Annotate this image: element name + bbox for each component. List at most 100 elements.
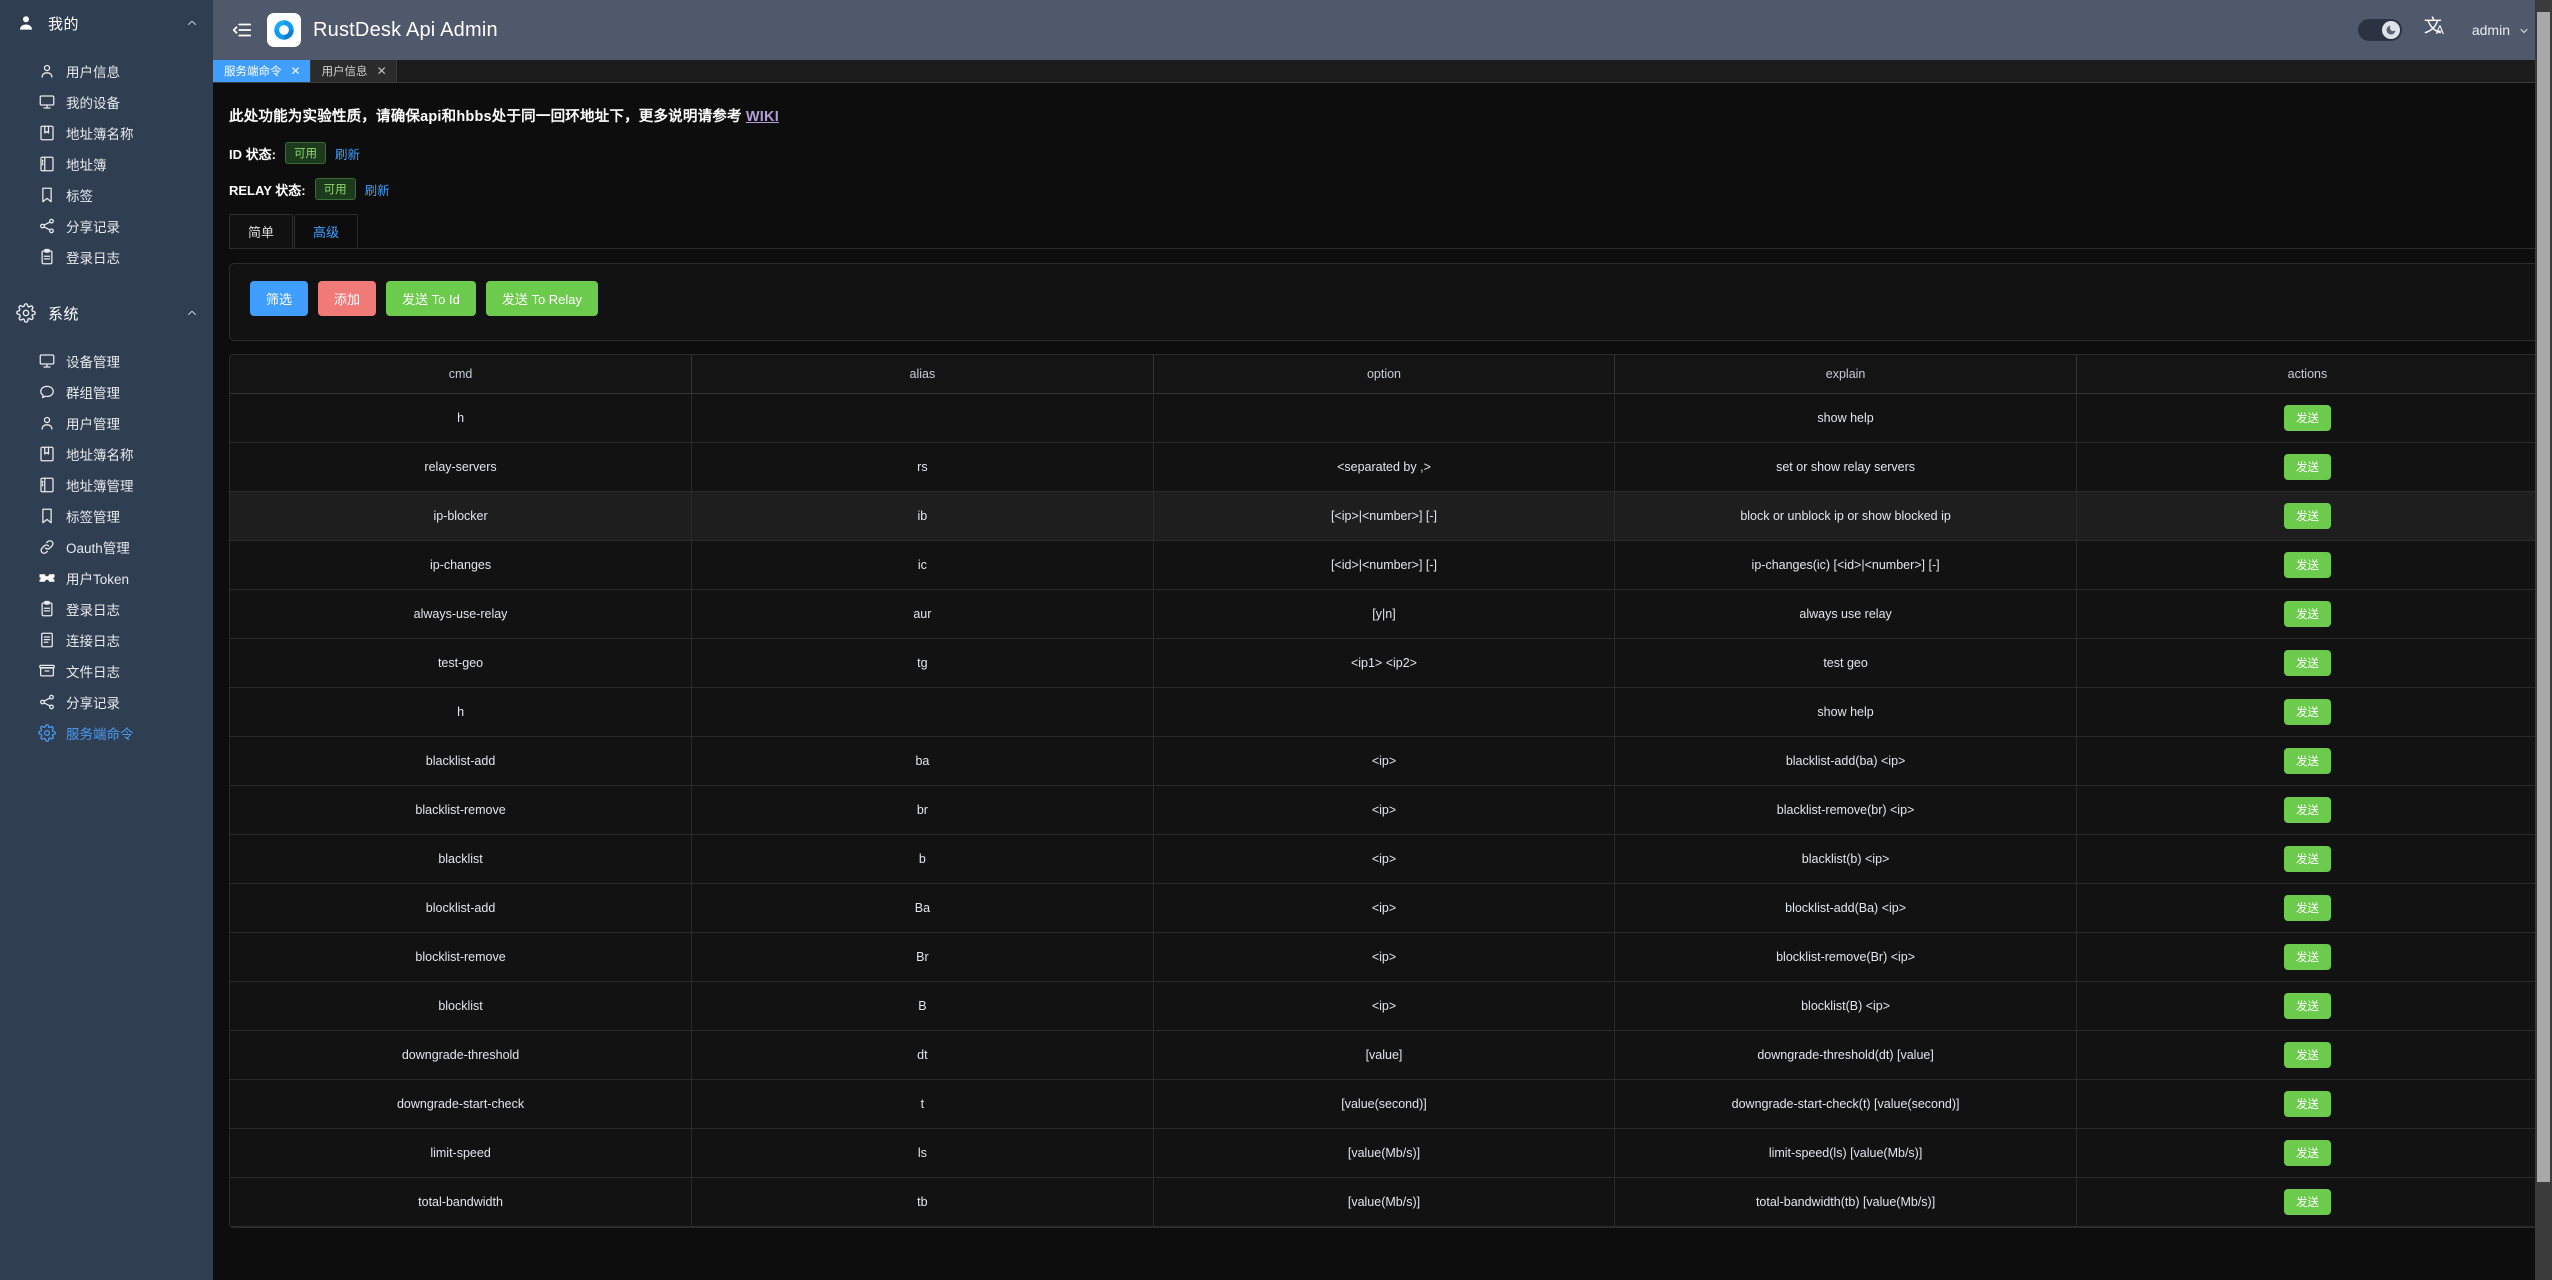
close-icon[interactable]: ✕: [290, 64, 301, 78]
send-command-button[interactable]: 发送: [2283, 993, 2331, 1019]
cell-cmd: blacklist-add: [230, 736, 693, 786]
send-command-button[interactable]: 发送: [2283, 650, 2331, 676]
view-tab-label: 用户信息: [321, 66, 368, 78]
hamburger-icon[interactable]: [231, 19, 253, 41]
sidebar-item-地址簿名称[interactable]: 地址簿名称: [0, 117, 213, 148]
gear-icon: [16, 303, 36, 323]
send-command-button[interactable]: 发送: [2283, 454, 2331, 480]
cell-actions: 发送: [2076, 393, 2538, 443]
sidebar-item-我的设备[interactable]: 我的设备: [0, 86, 213, 117]
refresh-link[interactable]: 刷新: [364, 183, 390, 198]
cell-option: [value(Mb/s)]: [1153, 1177, 1616, 1227]
cell-alias: [691, 687, 1154, 737]
toolbar-button-发送-To-Id[interactable]: 发送 To Id: [386, 281, 476, 316]
cell-option: <ip>: [1153, 981, 1616, 1031]
send-command-button[interactable]: 发送: [2283, 797, 2331, 823]
sidebar-item-登录日志[interactable]: 登录日志: [0, 241, 213, 272]
sidebar-item-分享记录[interactable]: 分享记录: [0, 210, 213, 241]
mode-tab-简单[interactable]: 简单: [229, 214, 294, 248]
send-command-button[interactable]: 发送: [2283, 1140, 2331, 1166]
sidebar-item-用户信息[interactable]: 用户信息: [0, 55, 213, 86]
header-actions: 文 A admin: [2357, 17, 2530, 43]
send-command-button[interactable]: 发送: [2283, 1042, 2331, 1068]
share-icon: [38, 693, 56, 711]
sidebar-item-标签管理[interactable]: 标签管理: [0, 500, 213, 531]
wiki-link[interactable]: WIKI: [745, 109, 779, 125]
cell-explain: downgrade-start-check(t) [value(second)]: [1614, 1079, 2077, 1129]
gear-icon: [38, 723, 56, 742]
sidebar-item-label: Oauth管理: [66, 540, 130, 556]
cell-explain: test geo: [1614, 638, 2077, 688]
scrollbar-thumb[interactable]: [2537, 12, 2550, 1182]
send-command-button[interactable]: 发送: [2283, 846, 2331, 872]
chevron-up-icon[interactable]: [185, 16, 199, 30]
cell-option: <ip>: [1153, 834, 1616, 884]
table-row: ip-changes ic [<id>|<number>] [-] ip-change…: [230, 540, 2538, 590]
send-command-button[interactable]: 发送: [2283, 601, 2331, 627]
scroll-up-arrow[interactable]: [2535, 0, 2552, 12]
mode-tab-高级[interactable]: 高级: [294, 214, 359, 248]
send-command-button[interactable]: 发送: [2283, 503, 2331, 529]
sidebar-item-label: 地址簿名称: [66, 447, 134, 463]
monitor-icon: [38, 93, 56, 111]
cell-alias: [691, 393, 1154, 443]
cell-option: [1153, 687, 1616, 737]
browser-tab-strip: 服务端命令 ✕ 用户信息 ✕: [213, 60, 2552, 83]
mode-tabs: 简单 高级: [229, 214, 2539, 249]
send-command-button[interactable]: 发送: [2283, 944, 2331, 970]
send-command-button[interactable]: 发送: [2283, 1189, 2331, 1215]
send-command-button[interactable]: 发送: [2283, 405, 2331, 431]
sidebar-item-地址簿管理[interactable]: 地址簿管理: [0, 469, 213, 500]
toolbar-button-添加[interactable]: 添加: [318, 281, 377, 316]
sidebar-group-mine[interactable]: 我的: [0, 0, 213, 46]
toolbar-button-发送-To-Relay[interactable]: 发送 To Relay: [485, 281, 599, 316]
book-icon: [38, 445, 56, 463]
cell-option: [y|n]: [1153, 589, 1616, 639]
cell-cmd: blocklist-add: [230, 883, 693, 933]
send-command-button[interactable]: 发送: [2283, 552, 2331, 578]
cell-explain: blacklist(b) <ip>: [1614, 834, 2077, 884]
sidebar-item-分享记录[interactable]: 分享记录: [0, 686, 213, 717]
cell-alias: ls: [691, 1128, 1154, 1178]
view-tab-用户信息[interactable]: 用户信息 ✕: [310, 60, 397, 82]
main-region: RustDesk Api Admin 文 A admin 服务端命令 ✕ 用户信息 ✕…: [213, 0, 2552, 1280]
sidebar-item-文件日志[interactable]: 文件日志: [0, 655, 213, 686]
sidebar-item-用户管理[interactable]: 用户管理: [0, 407, 213, 438]
refresh-link[interactable]: 刷新: [334, 147, 360, 162]
send-command-button[interactable]: 发送: [2283, 1091, 2331, 1117]
chevron-up-icon[interactable]: [185, 306, 199, 320]
column-header-actions: actions: [2076, 355, 2538, 394]
close-icon[interactable]: ✕: [376, 64, 387, 78]
sidebar-group-system[interactable]: 系统: [0, 290, 213, 336]
sidebar-item-服务端命令[interactable]: 服务端命令: [0, 717, 213, 748]
sidebar-item-设备管理[interactable]: 设备管理: [0, 345, 213, 376]
toolbar-button-筛选[interactable]: 筛选: [250, 281, 309, 316]
sidebar-item-地址簿[interactable]: 地址簿: [0, 148, 213, 179]
sidebar-item-用户Token[interactable]: 用户Token: [0, 562, 213, 593]
send-command-button[interactable]: 发送: [2283, 699, 2331, 725]
cell-cmd: ip-blocker: [230, 491, 693, 541]
view-tab-服务端命令[interactable]: 服务端命令 ✕: [213, 60, 311, 82]
table-row: blacklist b <ip> blacklist(b) <ip> 发送: [230, 834, 2538, 884]
sidebar-item-Oauth管理[interactable]: Oauth管理: [0, 531, 213, 562]
scroll-down-arrow[interactable]: [2535, 1268, 2552, 1280]
cell-explain: show help: [1614, 687, 2077, 737]
page-scrollbar[interactable]: [2535, 0, 2552, 1280]
sidebar-item-连接日志[interactable]: 连接日志: [0, 624, 213, 655]
theme-toggle[interactable]: [2357, 19, 2402, 41]
sidebar-spacer: [0, 748, 213, 766]
cell-option: [value(Mb/s)]: [1153, 1128, 1616, 1178]
cell-option: [1153, 393, 1616, 443]
sidebar-item-登录日志[interactable]: 登录日志: [0, 593, 213, 624]
send-command-button[interactable]: 发送: [2283, 748, 2331, 774]
sidebar-item-群组管理[interactable]: 群组管理: [0, 376, 213, 407]
user-menu[interactable]: admin: [2472, 22, 2530, 38]
send-command-button[interactable]: 发送: [2283, 895, 2331, 921]
notice-text: 此处功能为实验性质，请确保api和hbbs处于同一回环地址下，更多说明请参考: [229, 109, 746, 125]
cell-alias: B: [691, 981, 1154, 1031]
cell-alias: tg: [691, 638, 1154, 688]
sidebar-item-地址簿名称[interactable]: 地址簿名称: [0, 438, 213, 469]
sidebar-item-标签[interactable]: 标签: [0, 179, 213, 210]
language-switch-icon[interactable]: 文 A: [2424, 17, 2450, 43]
cell-actions: 发送: [2076, 687, 2538, 737]
